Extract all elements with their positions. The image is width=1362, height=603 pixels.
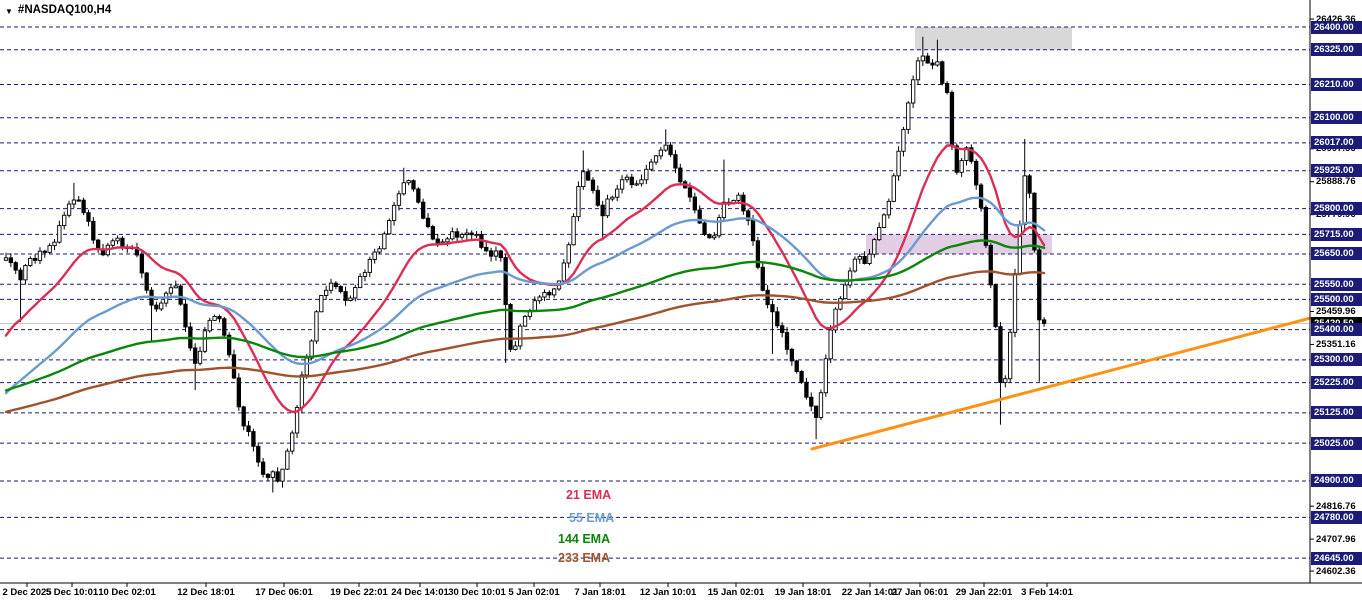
ascending-trendline[interactable] [810, 316, 1312, 451]
price-axis-tick-label: 26426.36 [1316, 13, 1356, 25]
chart-symbol-title[interactable]: ▼ #NASDAQ100,H4 [5, 4, 111, 16]
time-axis-label: 30 Dec 10:01 [448, 587, 506, 598]
time-axis-label: 24 Dec 14:01 [391, 587, 449, 598]
price-axis-tick-label: 25459.96 [1316, 306, 1356, 318]
price-level-badge: 25500.00 [1311, 292, 1362, 306]
chart-symbol-label: #NASDAQ100,H4 [17, 4, 112, 16]
price-axis-tick-label: 25351.16 [1316, 338, 1356, 350]
price-level-badge: 25800.00 [1311, 202, 1362, 216]
price-level-badge: 25125.00 [1311, 406, 1362, 420]
time-axis-label: 22 Jan 14:01 [841, 587, 899, 598]
time-axis-label: 27 Jan 06:01 [891, 587, 949, 598]
ema-legend-21: 21 EMA [566, 488, 612, 502]
time-axis-label: 5 Jan 02:01 [508, 587, 560, 598]
price-level-badge: 25400.00 [1311, 323, 1362, 337]
price-level-badge: 26325.00 [1311, 43, 1362, 57]
ema-21-line [4, 144, 1046, 413]
time-axis-label: 5 Dec 10:01 [45, 587, 99, 598]
horizontal-level-lines [0, 26, 1310, 559]
candlesticks [3, 36, 1047, 493]
time-axis-label: 19 Jan 18:01 [774, 587, 832, 598]
ema-legend-144: 144 EMA [558, 532, 611, 546]
price-level-badge: 25650.00 [1311, 247, 1362, 261]
time-axis-label: 7 Jan 18:01 [574, 587, 626, 598]
time-axis-label: 12 Jan 10:01 [639, 587, 697, 598]
time-axis-label: 3 Feb 14:01 [1021, 587, 1073, 598]
price-level-badge: 24645.00 [1311, 551, 1362, 565]
time-axis-label: 19 Dec 22:01 [330, 587, 388, 598]
ema-233-line [4, 270, 1046, 414]
price-level-badge: 26210.00 [1311, 78, 1362, 91]
ema-legend-55: 55 EMA [569, 511, 615, 525]
price-level-badge: 26017.00 [1311, 136, 1362, 150]
price-level-badge: 25550.00 [1311, 277, 1362, 291]
price-level-badge: 25225.00 [1311, 376, 1362, 390]
price-level-badge: 25715.00 [1311, 227, 1362, 241]
resistance-zone[interactable] [915, 27, 1072, 50]
price-axis-tick-label: 24602.36 [1316, 565, 1356, 577]
ema-144-line [4, 239, 1046, 392]
price-level-badge: 25300.00 [1311, 353, 1362, 367]
time-axis-label: 12 Dec 18:01 [177, 587, 235, 598]
time-axis-label: 17 Dec 06:01 [255, 587, 313, 598]
price-level-badge: 26400.00 [1311, 20, 1362, 34]
price-axis-tick-label: 24707.96 [1316, 533, 1356, 545]
time-axis-label: 2 Dec 2025 [2, 587, 52, 598]
ema-55-line [4, 196, 1046, 395]
time-axis-label: 29 Jan 22:01 [955, 587, 1013, 598]
time-axis-label: 15 Jan 02:01 [707, 587, 765, 598]
price-axis-tick-label: 24816.76 [1316, 500, 1356, 512]
price-level-badge: 26100.00 [1311, 111, 1362, 125]
price-level-badge: 24900.00 [1311, 474, 1362, 488]
price-level-badge: 25025.00 [1311, 436, 1362, 450]
dropdown-arrow-icon: ▼ [5, 6, 13, 16]
time-axis-label: 10 Dec 02:01 [98, 587, 156, 598]
price-level-badge: 24780.00 [1311, 510, 1362, 524]
ema-legend-233: 233 EMA [558, 551, 611, 565]
price-axis-tick-label: 25888.76 [1316, 176, 1356, 188]
price-level-badge: 25925.00 [1311, 164, 1362, 178]
